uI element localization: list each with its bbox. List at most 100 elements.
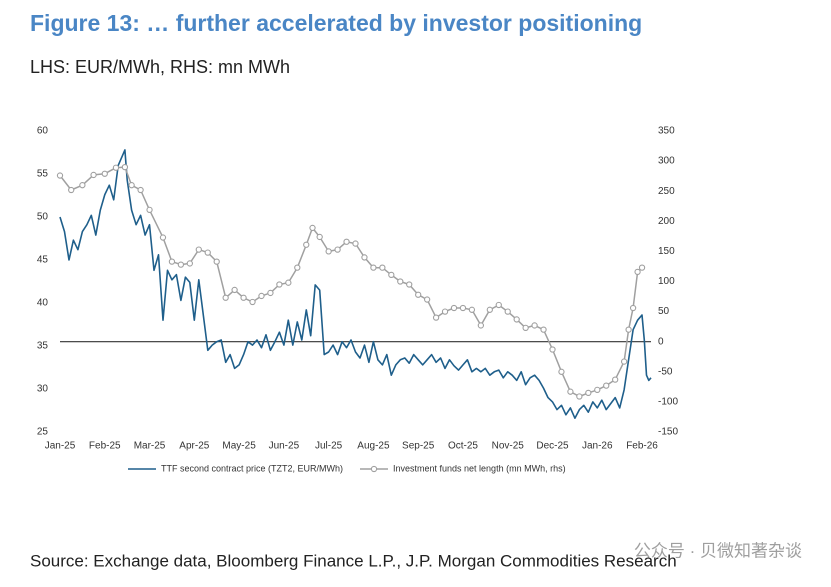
series-marker	[231, 286, 238, 294]
x-tick-label: Apr-25	[179, 441, 209, 452]
series-marker	[370, 264, 377, 271]
series-marker	[303, 241, 310, 248]
chart-subtitle: LHS: EUR/MWh, RHS: mn MWh	[30, 57, 290, 77]
y2-tick-label: 50	[658, 306, 670, 317]
y2-tick-label: -50	[658, 366, 673, 377]
y2-tick-label: 150	[658, 246, 675, 257]
series-marker	[415, 291, 422, 298]
series-marker	[459, 304, 467, 312]
series-marker	[638, 264, 646, 271]
y2-tick-label: 250	[658, 186, 675, 197]
x-tick-label: Sep-25	[402, 441, 435, 452]
series-marker	[495, 301, 502, 309]
y2-tick-label: -100	[658, 397, 678, 408]
series-marker	[159, 234, 167, 241]
series-marker	[267, 289, 274, 297]
series-marker	[620, 358, 628, 365]
series-marker	[56, 172, 64, 179]
series-marker	[379, 264, 386, 271]
series-marker	[213, 258, 220, 265]
series-marker	[567, 388, 574, 395]
series-marker	[477, 322, 485, 329]
x-tick-label: Oct-25	[448, 441, 478, 452]
x-tick-label: Dec-25	[536, 441, 569, 452]
x-tick-label: Feb-26	[626, 441, 658, 452]
x-tick-label: Jan-26	[582, 441, 613, 452]
y2-tick-label: 300	[658, 156, 675, 167]
series-marker	[450, 304, 458, 312]
series-marker	[309, 224, 316, 232]
series-marker	[406, 281, 413, 288]
series-marker	[558, 368, 565, 375]
series-marker	[128, 182, 135, 189]
series-line	[59, 149, 652, 419]
chart-title: Figure 13: … further accelerated by inve…	[30, 10, 642, 36]
series-marker	[441, 308, 449, 315]
series-marker	[79, 182, 86, 189]
x-tick-label: Jan-25	[45, 441, 76, 452]
x-tick-label: Jul-25	[315, 441, 343, 452]
series-marker	[294, 264, 301, 271]
x-tick-label: Nov-25	[492, 441, 525, 452]
y-tick-label: 55	[37, 169, 49, 180]
series-marker	[629, 304, 637, 312]
legend-label: Investment funds net length (mn MWh, rhs…	[393, 463, 566, 473]
series-marker	[352, 240, 359, 247]
series-marker	[121, 163, 129, 171]
y2-tick-label: 0	[658, 336, 664, 347]
series-marker	[276, 281, 283, 288]
series-marker	[240, 294, 247, 301]
legend-label: TTF second contract price (TZT2, EUR/MWh…	[161, 463, 343, 473]
y2-tick-label: 200	[658, 216, 675, 227]
series-marker	[468, 306, 476, 313]
series-marker	[625, 326, 632, 333]
y-tick-label: 30	[37, 384, 49, 395]
source-note: Source: Exchange data, Bloomberg Finance…	[30, 551, 677, 570]
watermark: 公众号 · 贝微知著杂谈	[634, 541, 802, 560]
series-marker	[68, 186, 75, 194]
series-marker	[177, 261, 185, 268]
series-marker	[146, 206, 153, 214]
series-marker	[334, 246, 341, 253]
y2-tick-label: 100	[658, 276, 675, 287]
series-marker	[195, 246, 202, 253]
y-tick-label: 45	[37, 255, 49, 266]
y-tick-label: 25	[37, 427, 49, 438]
series-marker	[222, 294, 229, 301]
series-marker	[186, 260, 193, 267]
series-line	[59, 166, 643, 398]
series-marker	[249, 298, 256, 306]
y2-tick-label: 350	[658, 126, 675, 137]
series-marker	[432, 314, 440, 321]
series-marker	[343, 238, 350, 245]
legend-marker	[370, 465, 378, 473]
series-marker	[549, 346, 556, 353]
y-tick-label: 40	[37, 298, 49, 309]
y2-tick-label: -150	[658, 427, 678, 438]
series-marker	[531, 322, 538, 329]
y-tick-label: 35	[37, 341, 49, 352]
series-marker	[258, 292, 265, 300]
x-tick-label: Jun-25	[269, 441, 300, 452]
series-marker	[397, 278, 404, 285]
series-marker	[285, 279, 292, 286]
series-marker	[168, 258, 176, 265]
y-tick-label: 50	[37, 212, 49, 223]
series-marker	[513, 316, 520, 323]
series-marker	[585, 389, 592, 397]
series-marker	[486, 306, 493, 313]
x-tick-label: Feb-25	[89, 441, 121, 452]
series-marker	[594, 386, 601, 394]
series-marker	[603, 382, 610, 389]
series-marker	[361, 254, 368, 261]
series-marker	[137, 186, 144, 194]
series-marker	[423, 296, 431, 303]
x-tick-label: Mar-25	[134, 441, 166, 452]
series-marker	[204, 249, 211, 256]
series-marker	[101, 170, 108, 177]
series-marker	[612, 376, 619, 383]
series-marker	[112, 164, 120, 171]
series-marker	[388, 271, 395, 279]
